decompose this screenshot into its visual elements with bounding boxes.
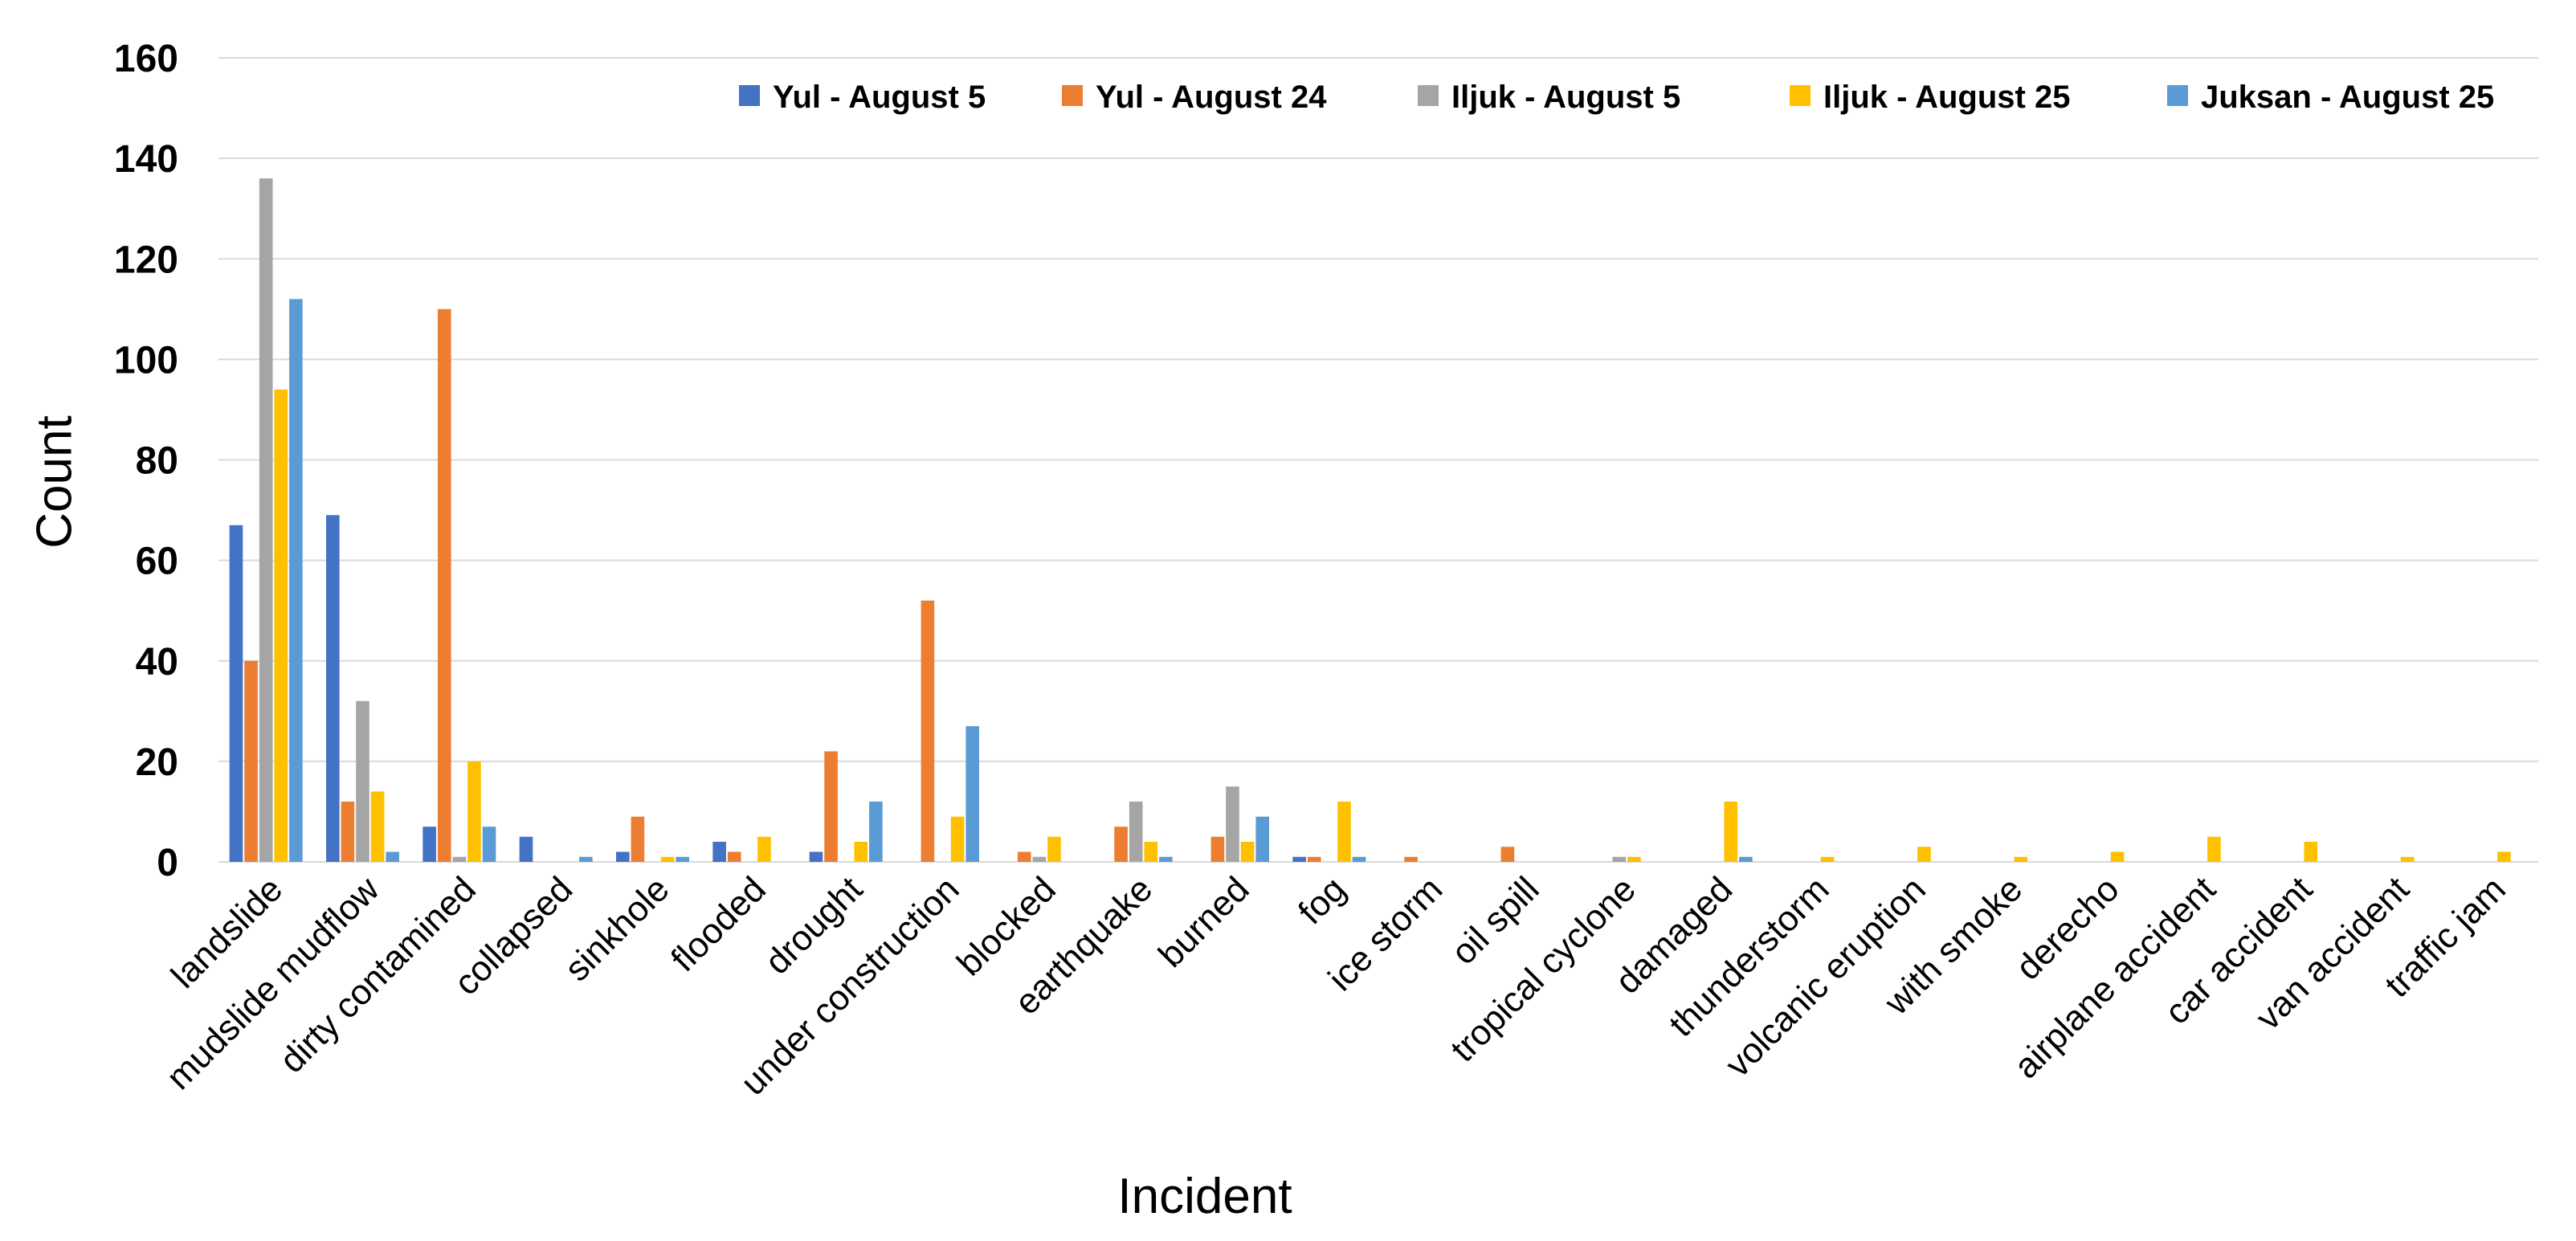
bar <box>2207 836 2221 862</box>
bar <box>631 816 645 862</box>
bar <box>437 308 451 862</box>
x-tick-label: fog <box>1291 869 1353 932</box>
bar <box>1307 856 1321 862</box>
bar <box>676 856 689 862</box>
bar <box>229 525 243 862</box>
bar <box>579 856 593 862</box>
y-axis-title: Count <box>27 415 82 548</box>
legend-label: Iljuk - August 25 <box>1823 80 2070 115</box>
bar <box>1255 816 1269 862</box>
bar <box>869 801 883 862</box>
legend-label: Yul - August 5 <box>773 80 986 115</box>
bar <box>423 827 436 862</box>
legend-swatch <box>739 85 760 106</box>
bar <box>370 791 385 862</box>
bar <box>274 389 288 863</box>
y-tick-label: 20 <box>136 741 178 784</box>
bar <box>356 700 369 862</box>
bar <box>1820 856 1835 862</box>
bar <box>1240 841 1255 862</box>
bars <box>229 178 2511 863</box>
bar <box>1226 786 1239 862</box>
bar <box>244 660 258 862</box>
bar <box>1627 856 1641 862</box>
bar <box>1144 841 1158 862</box>
bar <box>452 856 467 862</box>
y-tick-label: 140 <box>114 138 178 181</box>
bar <box>1114 827 1128 862</box>
bar <box>1352 856 1366 862</box>
x-tick-label: flooded <box>663 869 774 979</box>
y-tick-label: 0 <box>157 842 178 884</box>
bar <box>341 801 355 862</box>
bar <box>757 836 771 862</box>
bar <box>950 816 965 862</box>
legend-swatch <box>2167 85 2188 106</box>
bar <box>2497 851 2511 862</box>
bar <box>1739 856 1753 862</box>
bar <box>854 841 868 862</box>
bar <box>809 851 823 862</box>
y-tick-label: 100 <box>114 339 178 382</box>
y-axis-ticks: 0 20 40 60 80 100 120 140 160 <box>114 38 178 884</box>
bar <box>965 726 979 862</box>
bar <box>1724 801 1738 862</box>
bar <box>824 751 838 862</box>
bar <box>712 841 726 862</box>
legend-label: Yul - August 24 <box>1096 80 1327 115</box>
x-tick-label: sinkhole <box>557 869 677 989</box>
gridlines <box>218 57 2538 863</box>
y-tick-label: 60 <box>136 541 178 583</box>
y-tick-label: 40 <box>136 641 178 684</box>
bar <box>1500 847 1515 862</box>
bar <box>1047 836 1061 862</box>
y-tick-label: 160 <box>114 38 178 80</box>
bar <box>2304 841 2318 862</box>
bar <box>2110 851 2125 862</box>
bar <box>1292 856 1306 862</box>
bar <box>386 851 399 862</box>
bar <box>727 851 741 862</box>
bar <box>326 515 340 862</box>
bar <box>467 761 481 862</box>
y-tick-label: 80 <box>136 440 178 483</box>
bar <box>1210 836 1225 862</box>
bar <box>1032 856 1047 862</box>
bar <box>519 836 533 862</box>
bar <box>1612 856 1627 862</box>
bar <box>1337 801 1351 862</box>
bar <box>259 178 273 862</box>
legend-label: Iljuk - August 5 <box>1451 80 1680 115</box>
bar <box>616 851 630 862</box>
x-axis-title: Incident <box>1117 1169 1292 1224</box>
bar <box>921 600 935 862</box>
legend-swatch <box>1062 85 1083 106</box>
legend-swatch <box>1418 85 1439 106</box>
bar <box>2400 856 2415 862</box>
bar <box>1917 847 1931 862</box>
bar <box>1017 851 1031 862</box>
bar <box>1159 856 1173 862</box>
bar <box>289 299 303 862</box>
legend-swatch <box>1790 85 1811 106</box>
bar <box>1404 856 1418 862</box>
bar <box>482 827 496 862</box>
bar <box>660 856 675 862</box>
legend-label: Juksan - August 25 <box>2201 80 2494 115</box>
y-tick-label: 120 <box>114 239 178 281</box>
legend: Yul - August 5 Yul - August 24 Iljuk - Aug… <box>739 80 2494 115</box>
x-tick-label: burned <box>1151 869 1257 975</box>
bar <box>2014 856 2028 862</box>
bar <box>1129 801 1143 862</box>
